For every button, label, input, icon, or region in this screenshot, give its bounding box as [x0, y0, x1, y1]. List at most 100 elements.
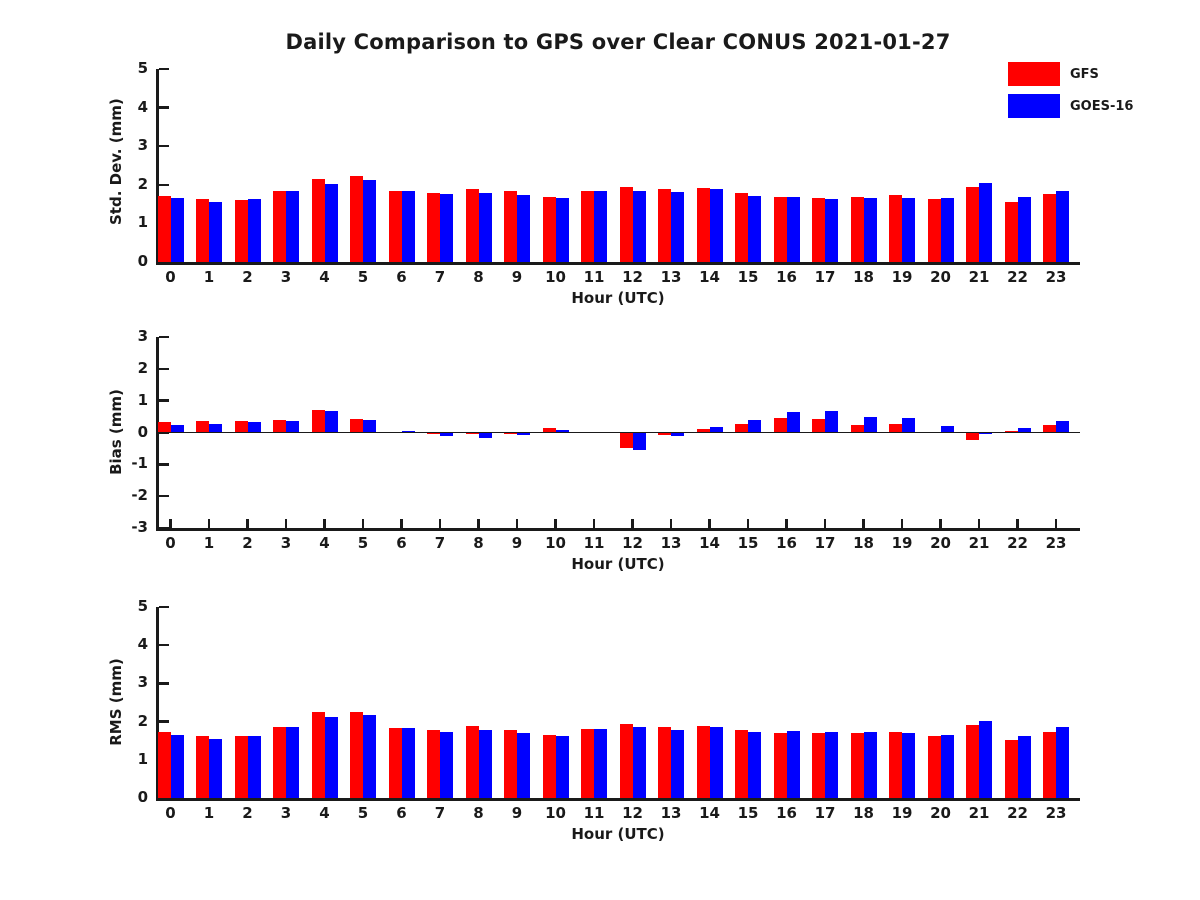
x-tick-label: 6 — [396, 534, 407, 552]
bar-gfs-hour-8 — [465, 188, 479, 262]
bar-gfs-hour-17 — [812, 198, 825, 262]
bar-goes-16-hour-0 — [170, 198, 184, 262]
x-tick-mark — [554, 519, 557, 528]
bar-gfs-hour-19 — [889, 195, 902, 262]
x-axis-label: Hour (UTC) — [571, 555, 665, 573]
bar-goes-16-hour-0 — [170, 734, 184, 798]
x-tick-mark — [246, 519, 249, 528]
x-tick-label: 1 — [203, 804, 215, 822]
bar-goes-16-hour-20 — [940, 197, 954, 262]
bar-goes-16-hour-1 — [209, 738, 222, 798]
bar-goes-16-hour-13 — [671, 729, 684, 798]
x-tick-mark — [400, 519, 403, 528]
x-tick-label: 0 — [165, 804, 176, 822]
bar-goes-16-hour-12 — [632, 726, 646, 798]
bar-gfs-hour-16 — [773, 733, 787, 798]
x-tick-label: 22 — [1007, 534, 1028, 552]
bar-gfs-hour-4 — [311, 409, 325, 433]
x-tick-label: 19 — [891, 804, 913, 822]
bar-goes-16-hour-14 — [709, 426, 723, 433]
x-tick-mark — [862, 519, 865, 528]
x-tick-label: 9 — [511, 804, 523, 822]
x-tick-label: 19 — [891, 268, 913, 286]
y-tick-mark — [158, 67, 169, 71]
x-tick-label: 4 — [319, 268, 330, 286]
x-tick-label: 12 — [622, 804, 643, 822]
bar-goes-16-hour-23 — [1056, 421, 1069, 433]
bar-gfs-hour-21 — [966, 432, 979, 441]
x-tick-label: 3 — [280, 534, 292, 552]
bar-gfs-hour-22 — [1004, 739, 1018, 798]
y-tick-mark — [158, 796, 169, 800]
x-tick-mark — [207, 519, 211, 528]
bar-gfs-hour-17 — [812, 419, 825, 433]
x-tick-label: 11 — [583, 804, 605, 822]
bar-gfs-hour-2 — [234, 200, 248, 262]
bar-goes-16-hour-22 — [1017, 197, 1031, 262]
x-tick-label: 3 — [280, 804, 292, 822]
x-tick-label: 17 — [814, 804, 836, 822]
x-tick-label: 6 — [396, 268, 407, 286]
bar-goes-16-hour-8 — [478, 192, 492, 262]
y-tick-mark — [158, 260, 169, 264]
x-tick-label: 10 — [545, 534, 566, 552]
bar-goes-16-hour-16 — [786, 197, 800, 262]
legend-label-goes16: GOES-16 — [1070, 99, 1134, 114]
y-tick-label: 4 — [137, 635, 148, 654]
y-axis-spine — [156, 69, 159, 265]
x-tick-label: 9 — [511, 534, 523, 552]
x-tick-mark — [1054, 519, 1058, 528]
bar-goes-16-hour-5 — [363, 715, 376, 798]
bar-goes-16-hour-19 — [902, 733, 915, 798]
y-tick-mark — [158, 605, 169, 609]
y-tick-label: 4 — [137, 97, 148, 116]
y-axis-label: Bias (mm) — [107, 388, 125, 475]
bar-goes-16-hour-23 — [1056, 190, 1069, 262]
bar-goes-16-hour-17 — [825, 731, 838, 798]
y-tick-label: -1 — [131, 454, 148, 473]
bar-goes-16-hour-16 — [786, 730, 800, 798]
bar-goes-16-hour-22 — [1017, 735, 1031, 798]
bar-goes-16-hour-15 — [748, 195, 761, 262]
x-tick-label: 9 — [511, 268, 523, 286]
bar-goes-16-hour-18 — [863, 416, 877, 433]
y-axis-label: RMS (mm) — [107, 657, 125, 746]
bar-gfs-hour-15 — [735, 729, 748, 798]
x-tick-label: 5 — [357, 534, 369, 552]
x-tick-label: 10 — [545, 268, 566, 286]
bar-goes-16-hour-6 — [401, 727, 415, 798]
x-tick-mark — [592, 519, 596, 528]
x-axis-spine — [156, 262, 1080, 265]
bar-goes-16-hour-7 — [440, 432, 453, 437]
x-tick-label: 10 — [545, 804, 566, 822]
bar-gfs-hour-7 — [427, 192, 440, 262]
bar-gfs-hour-6 — [388, 191, 402, 262]
bar-goes-16-hour-0 — [170, 424, 184, 433]
bar-gfs-hour-23 — [1043, 731, 1056, 798]
x-tick-label: 8 — [473, 268, 484, 286]
bar-goes-16-hour-7 — [440, 731, 453, 798]
bar-gfs-hour-0 — [157, 731, 171, 798]
x-tick-label: 20 — [930, 804, 951, 822]
y-tick-mark — [158, 183, 169, 187]
bar-goes-16-hour-4 — [324, 183, 338, 262]
bar-gfs-hour-14 — [696, 725, 710, 798]
bar-goes-16-hour-2 — [247, 199, 261, 262]
x-tick-label: 16 — [776, 268, 797, 286]
bar-goes-16-hour-8 — [478, 729, 492, 798]
x-tick-mark — [785, 519, 788, 528]
x-tick-label: 4 — [319, 804, 330, 822]
y-tick-mark — [158, 720, 169, 723]
x-tick-label: 16 — [776, 534, 797, 552]
x-tick-label: 15 — [737, 534, 759, 552]
x-tick-mark — [361, 519, 365, 528]
y-tick-label: 1 — [137, 749, 148, 768]
bar-goes-16-hour-2 — [247, 735, 261, 798]
x-tick-label: 11 — [583, 268, 605, 286]
x-tick-label: 3 — [280, 268, 292, 286]
x-tick-label: 2 — [242, 268, 253, 286]
bar-goes-16-hour-1 — [209, 423, 222, 433]
x-tick-label: 17 — [814, 268, 836, 286]
bar-goes-16-hour-13 — [671, 432, 684, 437]
